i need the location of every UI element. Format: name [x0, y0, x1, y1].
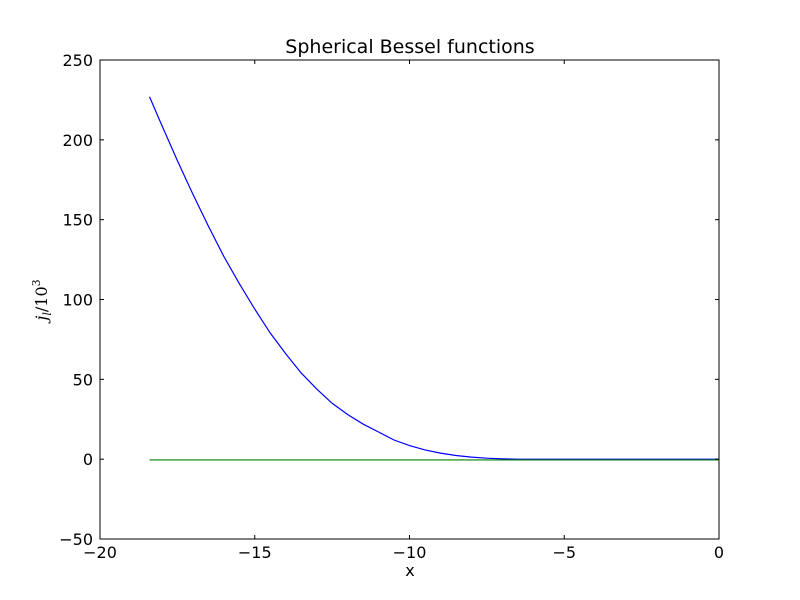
series-line-1: [148, 96, 719, 460]
y-tick-label: 0: [83, 450, 93, 469]
y-axis-ticks: −50 0 50 100 150 200 250: [59, 51, 719, 549]
y-label-divisor: /10: [32, 286, 51, 312]
x-axis-label: x: [405, 561, 414, 580]
y-tick-label: 250: [62, 51, 93, 70]
x-tick-label: −20: [83, 543, 117, 562]
y-label-symbol: j: [32, 316, 51, 324]
y-tick-label: 200: [62, 131, 93, 150]
chart-title: Spherical Bessel functions: [285, 36, 534, 58]
y-tick-label: −50: [59, 530, 93, 549]
x-tick-label: −10: [393, 543, 427, 562]
y-label-superscript: 3: [30, 279, 43, 286]
series-layer: [148, 96, 719, 461]
y-tick-label: 50: [73, 370, 93, 389]
y-label-subscript: l: [41, 312, 54, 316]
y-tick-label: 100: [62, 291, 93, 310]
y-axis-label: jl/103: [30, 279, 54, 323]
y-tick-label: 150: [62, 211, 93, 230]
x-tick-label: −15: [238, 543, 272, 562]
x-tick-label: −5: [552, 543, 576, 562]
x-tick-label: 0: [714, 543, 724, 562]
axes-frame: [99, 59, 720, 540]
x-axis-ticks: −20 −15 −10 −5 0: [83, 60, 724, 562]
